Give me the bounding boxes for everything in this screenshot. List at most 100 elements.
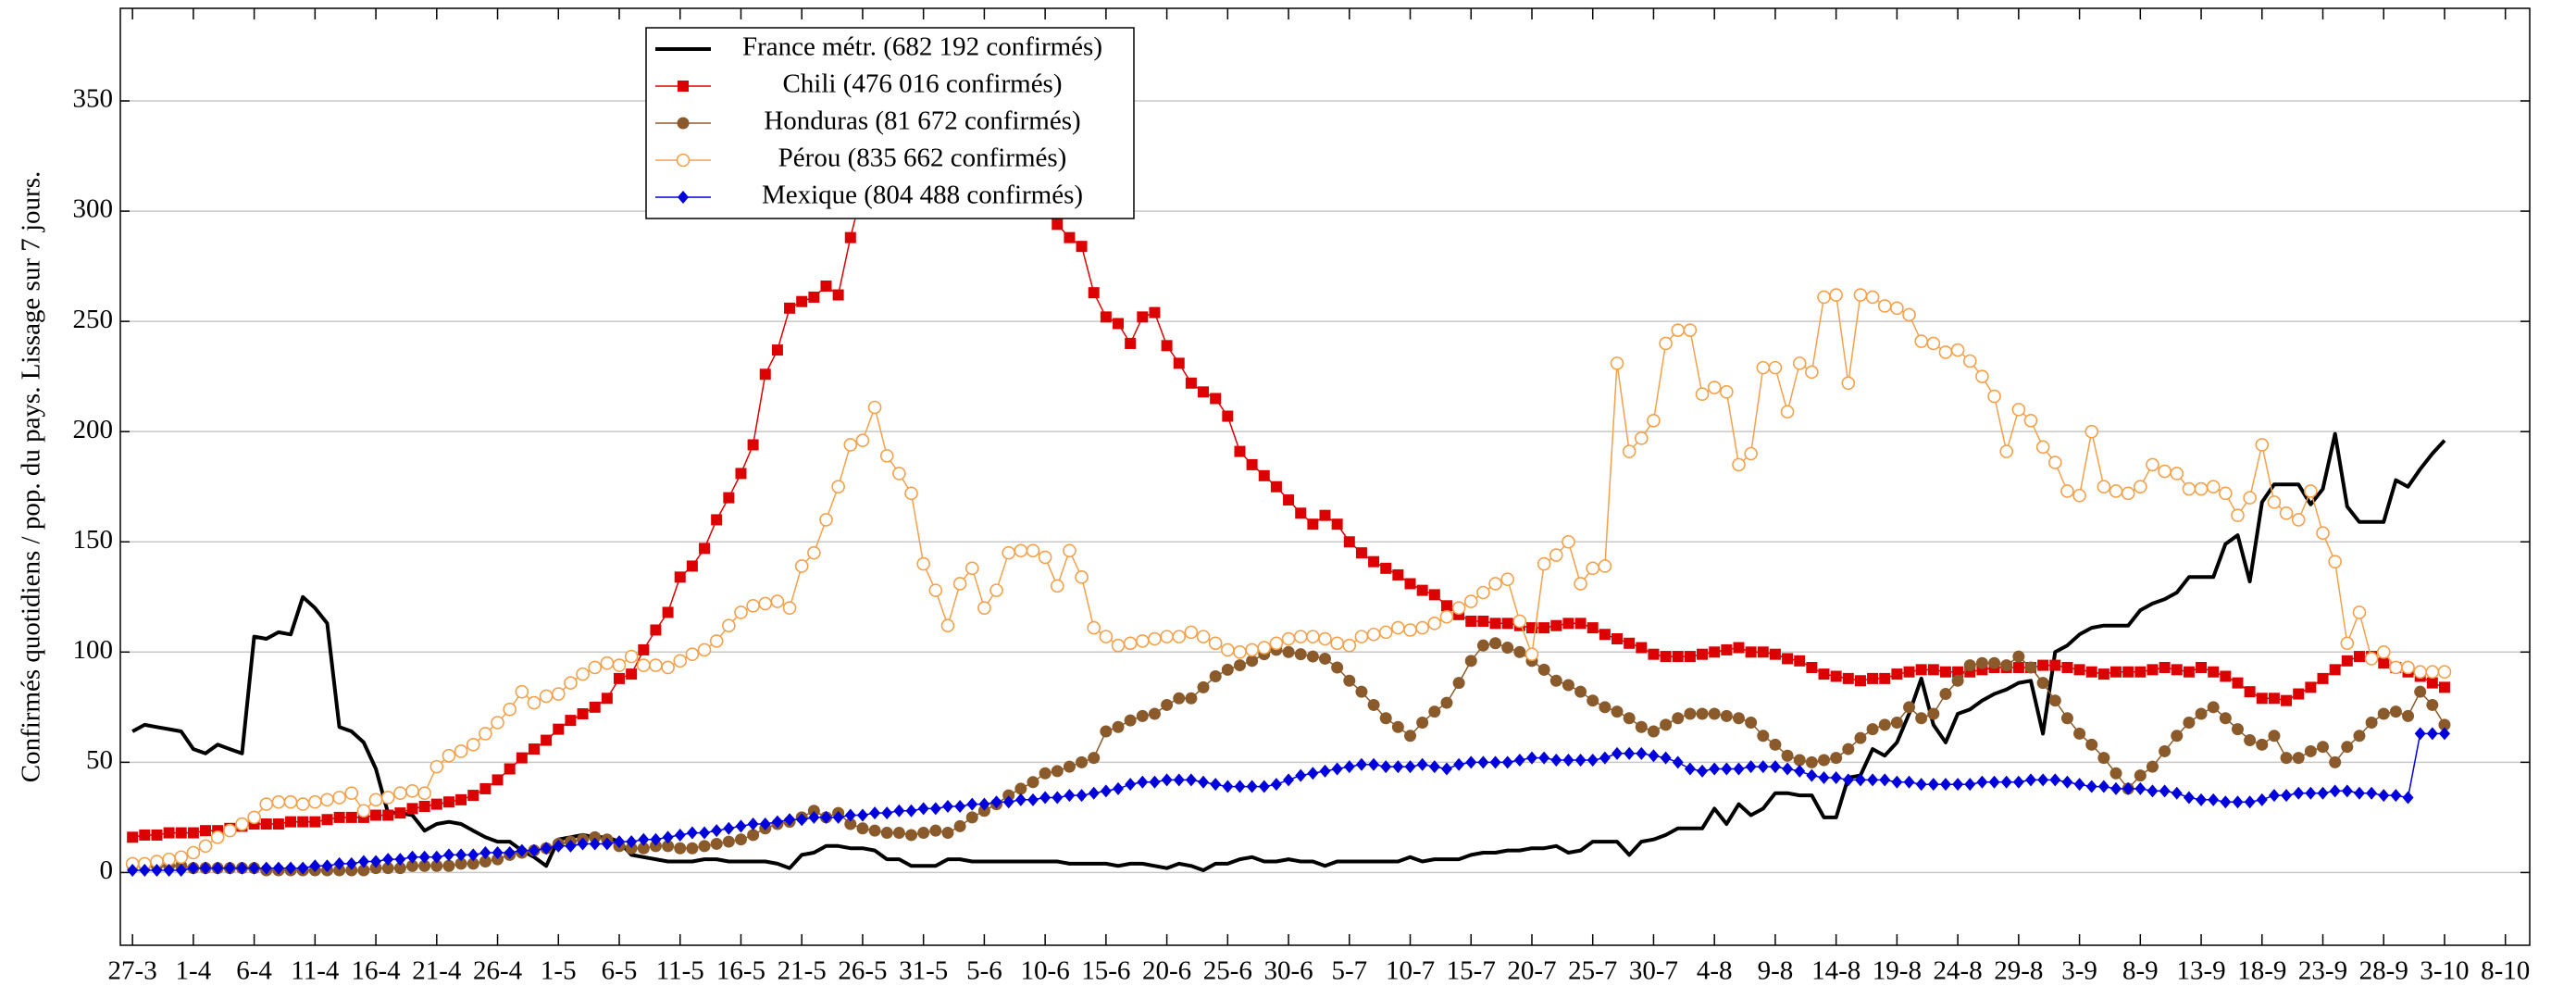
marker (224, 861, 236, 875)
marker (1915, 712, 1928, 725)
marker (758, 596, 773, 611)
marker (1624, 637, 1636, 649)
marker (649, 840, 662, 853)
marker (2171, 664, 2183, 676)
marker (2073, 664, 2085, 676)
marker (1732, 712, 1745, 725)
marker (1052, 791, 1064, 805)
marker (1794, 764, 1806, 778)
marker (1818, 668, 1830, 680)
marker (1684, 707, 1697, 720)
marker (1428, 589, 1440, 601)
x-tick-label: 25-7 (1568, 956, 1617, 986)
marker (1222, 780, 1234, 793)
marker (2279, 505, 2294, 520)
marker (831, 480, 845, 494)
marker (1879, 672, 1891, 684)
marker (2097, 480, 2111, 494)
marker (1841, 376, 1856, 391)
marker (309, 816, 321, 828)
marker (1368, 555, 1380, 568)
marker (1501, 755, 1513, 769)
marker (1293, 630, 1308, 643)
marker (1817, 290, 1831, 305)
marker (636, 658, 651, 672)
marker (905, 804, 917, 818)
marker (2426, 698, 2439, 711)
marker (1867, 672, 1879, 684)
marker (2413, 665, 2427, 680)
marker (2426, 677, 2438, 689)
marker (1197, 680, 1210, 693)
marker (1027, 793, 1039, 806)
marker (2196, 661, 2208, 673)
marker (2097, 668, 2109, 680)
marker (1757, 760, 1769, 774)
marker (175, 864, 187, 878)
marker (626, 835, 638, 849)
marker (2147, 664, 2159, 676)
marker (1805, 755, 1818, 768)
marker (1501, 618, 1513, 630)
marker (1196, 630, 1211, 643)
marker (2402, 791, 2414, 805)
marker (1221, 663, 1234, 676)
marker (382, 853, 394, 867)
marker (1780, 405, 1795, 419)
marker (928, 583, 943, 597)
marker (1696, 707, 1709, 720)
marker (820, 281, 832, 293)
marker (1697, 764, 1709, 778)
marker (1210, 393, 1222, 405)
marker (1100, 784, 1112, 798)
marker (1246, 780, 1258, 793)
marker (333, 811, 345, 823)
marker (2341, 655, 2353, 667)
x-tick-label: 8-9 (2122, 956, 2159, 986)
x-tick-label: 5-6 (966, 956, 1002, 986)
marker (2049, 659, 2061, 671)
marker (442, 859, 455, 872)
x-tick-label: 14-8 (1811, 956, 1860, 986)
marker (1927, 778, 1939, 792)
marker (271, 794, 286, 809)
marker (1270, 481, 1282, 493)
marker (1975, 369, 1989, 383)
marker (406, 859, 419, 872)
marker (2158, 464, 2172, 479)
marker (1793, 754, 1806, 767)
marker (151, 864, 163, 878)
marker (2109, 767, 2122, 780)
marker (1123, 636, 1138, 651)
marker (2232, 795, 2244, 809)
marker (1355, 685, 1368, 698)
marker (1477, 615, 1489, 627)
marker (1500, 572, 1514, 587)
marker (1295, 507, 1307, 519)
marker (1818, 771, 1830, 785)
marker (2304, 484, 2318, 498)
marker (577, 707, 589, 719)
marker (2110, 666, 2122, 678)
marker (516, 843, 528, 857)
x-tick-label: 31-5 (899, 956, 948, 986)
marker (905, 829, 918, 842)
marker (1915, 778, 1927, 792)
marker (941, 799, 953, 813)
marker (2073, 778, 2085, 792)
y-tick-label: 250 (73, 305, 114, 334)
marker (1549, 674, 1562, 687)
marker (2084, 424, 2099, 439)
marker (1768, 360, 1783, 375)
marker (248, 861, 260, 875)
x-tick-label: 25-6 (1203, 956, 1252, 986)
marker (1938, 345, 1953, 359)
marker (879, 449, 894, 463)
marker (1781, 749, 1794, 762)
marker (2425, 665, 2440, 680)
marker (2366, 786, 2378, 800)
x-tick-label: 6-5 (602, 956, 638, 986)
marker (1769, 648, 1781, 660)
marker (1136, 634, 1150, 648)
marker (1026, 543, 1040, 558)
